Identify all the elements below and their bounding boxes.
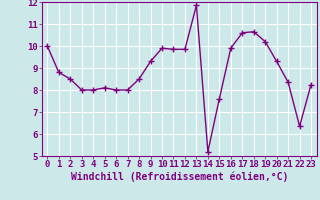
X-axis label: Windchill (Refroidissement éolien,°C): Windchill (Refroidissement éolien,°C) (70, 172, 288, 182)
